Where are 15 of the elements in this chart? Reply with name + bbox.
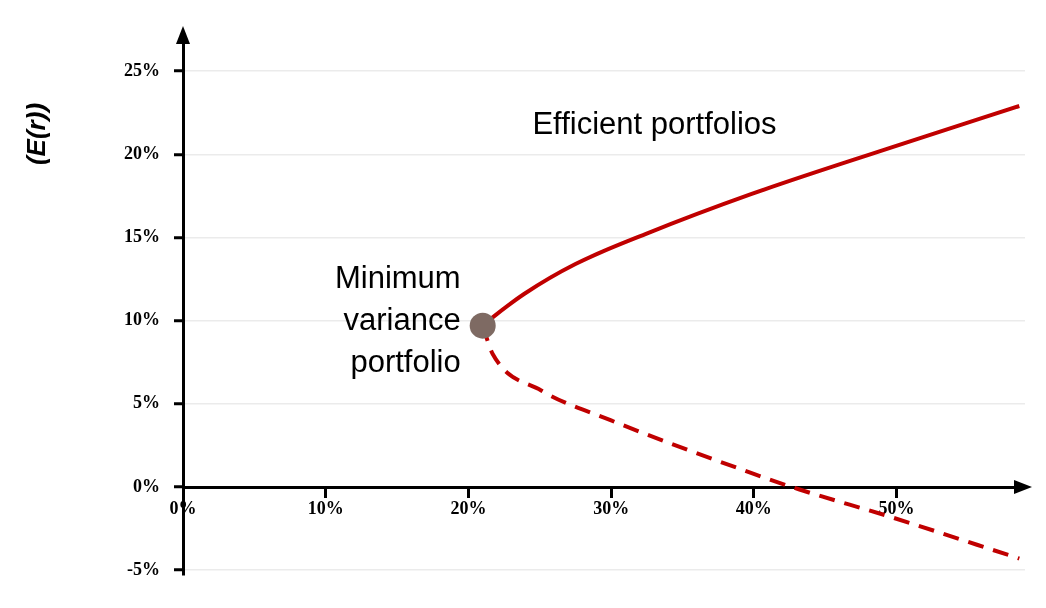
annotation: Minimum variance portfolio <box>334 260 461 380</box>
x-tick-label: 10% <box>307 498 344 519</box>
y-tick-label: 5% <box>133 392 160 413</box>
x-tick-label: 20% <box>450 498 487 519</box>
x-tick-label: 50% <box>878 498 915 519</box>
x-tick-label: 40% <box>735 498 772 519</box>
y-tick-label: 10% <box>124 309 160 330</box>
y-axis-title: (E(r)) <box>21 102 52 166</box>
y-tick-label: 25% <box>124 59 160 80</box>
x-tick-label: 30% <box>593 498 630 519</box>
y-tick-label: 20% <box>124 142 160 163</box>
annotation: Efficient portfolios <box>532 105 777 141</box>
y-tick-label: 15% <box>124 226 160 247</box>
y-tick-label: -5% <box>127 558 160 579</box>
y-tick-label: 0% <box>133 475 160 496</box>
